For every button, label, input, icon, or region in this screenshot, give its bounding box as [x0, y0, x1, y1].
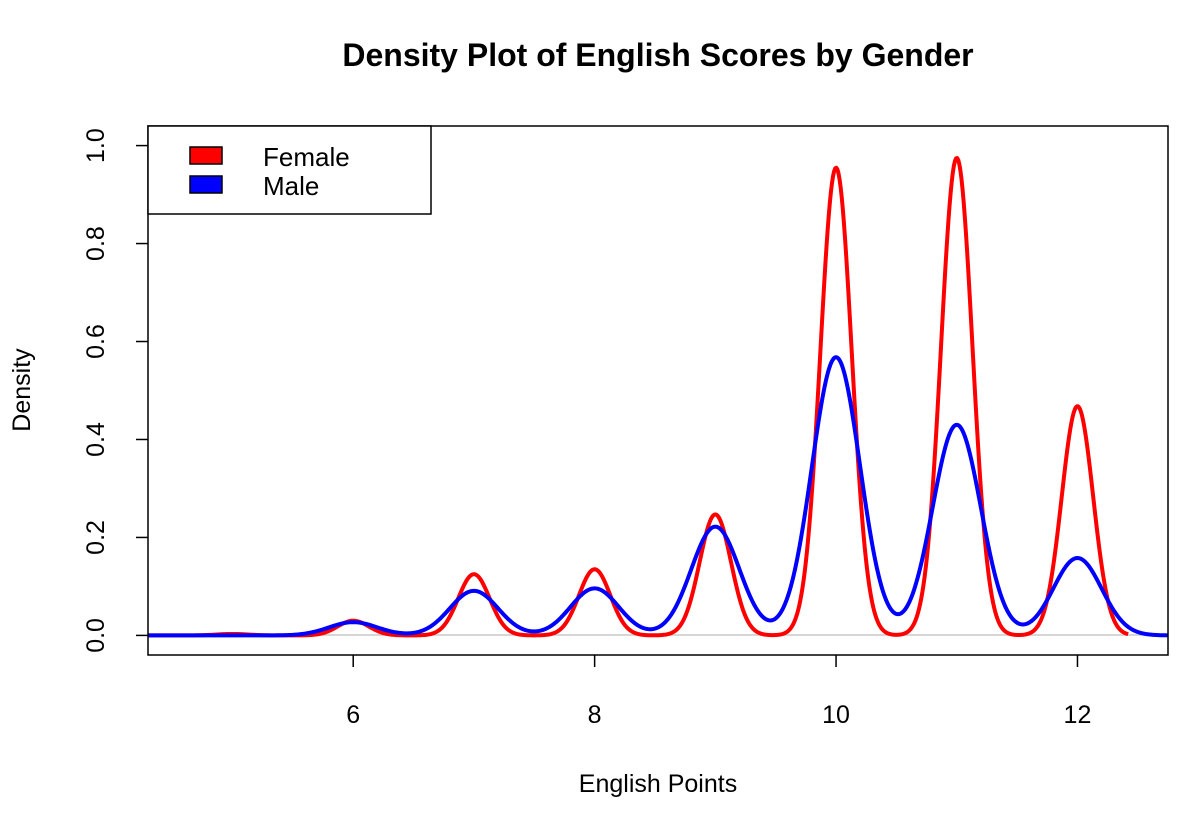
- legend-label-male: Male: [263, 171, 319, 201]
- x-tick-label: 8: [588, 701, 602, 729]
- y-tick-label: 0.8: [82, 226, 110, 261]
- legend-box: [147, 125, 432, 215]
- series-line-female: [147, 156, 1130, 638]
- x-axis-label: English Points: [579, 770, 737, 798]
- y-tick-label: 0.0: [82, 618, 110, 653]
- series-layer: [147, 156, 1169, 638]
- y-tick-label: 0.2: [82, 520, 110, 555]
- legend-label-female: Female: [263, 142, 350, 172]
- x-tick-label: 12: [1064, 701, 1092, 729]
- legend: Female Male: [147, 125, 432, 215]
- plot-frame: [147, 125, 1169, 656]
- y-axis: 0.0 0.2 0.4 0.6 0.8 1.0: [82, 128, 148, 653]
- chart-title: Density Plot of English Scores by Gender: [342, 37, 973, 73]
- x-tick-label: 10: [822, 701, 850, 729]
- y-tick-label: 0.4: [82, 422, 110, 457]
- y-tick-label: 0.6: [82, 324, 110, 359]
- y-tick-label: 1.0: [82, 128, 110, 163]
- legend-swatch-male: [189, 175, 223, 194]
- legend-swatch-female: [189, 146, 223, 165]
- x-tick-label: 6: [346, 701, 360, 729]
- series-line-male: [147, 355, 1169, 638]
- y-axis-label: Density: [8, 348, 36, 432]
- x-axis: 6 8 10 12: [346, 655, 1091, 729]
